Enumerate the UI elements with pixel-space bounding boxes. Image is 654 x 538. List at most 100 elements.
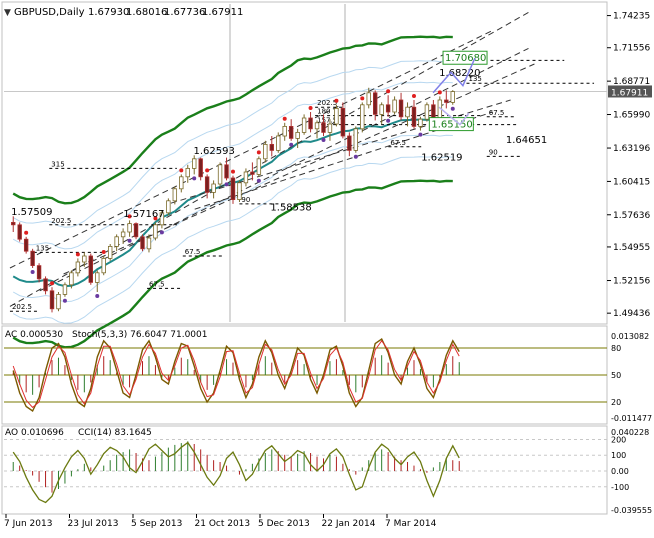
osc1-axis-label: 80 [611, 344, 621, 353]
osc2-axis-label: -100 [611, 483, 629, 492]
target-box [442, 50, 488, 65]
candle-body [230, 177, 236, 201]
candle-body [424, 104, 430, 120]
fractal-up-marker [205, 168, 210, 173]
osc2-label-ao: AO 0.010696 [5, 428, 64, 438]
fractal-down-marker [256, 178, 261, 183]
date-tick-label: 7 Jun 2013 [4, 519, 52, 529]
fractal-down-marker [386, 118, 391, 123]
cci-line [12, 441, 460, 504]
candle-body [360, 104, 365, 130]
candle-body [101, 257, 106, 274]
price-tick-label: 1.49436 [613, 309, 650, 319]
candle-body [43, 278, 48, 292]
price-tick-label: 1.74235 [613, 12, 650, 22]
osc1-label-stoch: Stoch(5,3,3) 76.6047 71.0001 [72, 330, 207, 340]
osc2-axis-label: 0.040228 [611, 428, 649, 437]
chart-header-arrow: ▼ [4, 8, 11, 18]
candle-body [49, 290, 55, 310]
candle-body [179, 176, 184, 190]
candle-body [431, 104, 436, 120]
osc1-label-ac: AC 0.000530 [5, 330, 63, 340]
fractal-down-marker [224, 182, 229, 187]
fractal-down-marker [353, 154, 358, 159]
fractal-up-marker [153, 216, 158, 221]
current-price-label: 1.67911 [611, 88, 648, 98]
candle-body [56, 293, 61, 310]
fractal-down-marker [192, 176, 197, 181]
chart-header-low: 1.67736 [164, 7, 205, 18]
gann-level-label: 180 [317, 108, 330, 116]
fractal-up-marker [282, 116, 287, 121]
candle-body [120, 231, 126, 238]
candle-body [17, 224, 22, 240]
candle-body [334, 108, 339, 125]
candle-body [198, 158, 203, 178]
fractal-down-marker [95, 294, 100, 298]
candle-body [82, 255, 87, 263]
fractal-down-marker [450, 106, 455, 111]
current-price-box [608, 85, 652, 98]
candle-body [192, 158, 197, 169]
candle-body [95, 272, 100, 283]
candle-body [444, 99, 449, 103]
date-tick-label: 22 Jan 2014 [322, 519, 376, 529]
chart-header-open: 1.67930 [88, 7, 129, 18]
candle-body [224, 164, 229, 179]
osc1-axis-label: -0.011477 [611, 414, 652, 423]
fractal-down-marker [289, 142, 294, 147]
fractal-up-marker [50, 281, 55, 286]
candle-body [114, 236, 119, 247]
fractal-down-marker [127, 238, 132, 243]
gann-level-label: 315 [51, 160, 64, 168]
fractal-up-marker [360, 96, 365, 101]
candle-body [379, 104, 384, 115]
gann-level-label: 67.5 [185, 248, 201, 256]
fractal-up-marker [437, 90, 442, 95]
candle-body [398, 99, 404, 118]
price-annotation: 1.57509 [11, 207, 52, 218]
candle-body [418, 118, 423, 127]
candle-body [69, 272, 74, 286]
gann-level-label: 202.5 [317, 99, 337, 107]
fractal-up-marker [334, 98, 339, 103]
projection-path-down [438, 106, 470, 126]
gann-level-label: 202.5 [51, 217, 71, 225]
candle-body [211, 183, 216, 193]
gann-level-label: 90 [489, 148, 498, 156]
chart-header-high: 1.68016 [126, 7, 167, 18]
osc1-axis-label: 0.013082 [611, 332, 649, 341]
gann-level-label: 67.5 [489, 109, 505, 117]
candle-body [36, 265, 42, 280]
candle-body [366, 92, 371, 106]
fractal-up-marker [231, 169, 235, 174]
candle-body [217, 164, 223, 185]
gann-level-label: 67.5 [390, 139, 406, 147]
gann-level-label: 135 [468, 75, 481, 83]
candle-body [450, 91, 455, 103]
date-tick-label: 5 Dec 2013 [258, 519, 310, 529]
candle-body [405, 106, 410, 118]
candle-body [353, 128, 359, 151]
candle-body [263, 143, 268, 160]
candle-body [23, 238, 29, 252]
band-light-upper-2 [12, 60, 453, 228]
fractal-up-marker [127, 214, 132, 219]
gann-level-label: 202.5 [12, 303, 32, 311]
target-label: 1.65150 [431, 120, 472, 131]
gann-level-label: 157.5 [317, 117, 337, 125]
price-tick-label: 1.71556 [613, 44, 650, 54]
candle-body [314, 122, 320, 130]
price-tick-label: 1.57636 [613, 211, 650, 221]
projection-path-up [432, 57, 476, 94]
fractal-up-marker [411, 94, 416, 98]
gann-level-label: 67.5 [149, 280, 165, 288]
candle-body [172, 188, 178, 202]
candle-body [392, 99, 397, 113]
fractal-up-marker [386, 89, 391, 94]
fractal-down-marker [418, 132, 423, 137]
osc1-axis-label: 20 [611, 398, 621, 407]
upper-envelope-green [12, 35, 453, 205]
candle-body [256, 158, 262, 175]
fractal-up-marker [179, 168, 184, 173]
